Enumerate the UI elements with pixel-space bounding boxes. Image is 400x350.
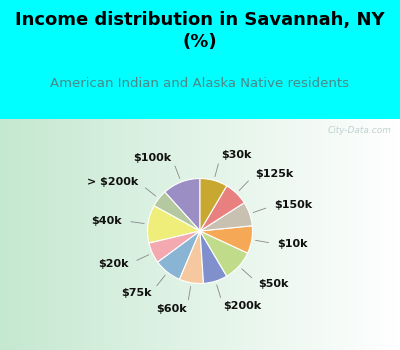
Text: American Indian and Alaska Native residents: American Indian and Alaska Native reside… xyxy=(50,77,350,90)
Text: $150k: $150k xyxy=(274,200,312,210)
Text: $10k: $10k xyxy=(278,239,308,249)
Text: $100k: $100k xyxy=(134,153,172,162)
Wedge shape xyxy=(148,206,200,243)
Wedge shape xyxy=(158,231,200,279)
Wedge shape xyxy=(200,178,227,231)
Text: $75k: $75k xyxy=(121,288,151,298)
Text: > $200k: > $200k xyxy=(87,177,138,187)
Wedge shape xyxy=(200,186,244,231)
Wedge shape xyxy=(200,203,252,231)
Wedge shape xyxy=(149,231,200,262)
Text: Income distribution in Savannah, NY
(%): Income distribution in Savannah, NY (%) xyxy=(15,10,385,51)
Text: $50k: $50k xyxy=(258,279,289,289)
Text: $200k: $200k xyxy=(223,301,262,311)
Wedge shape xyxy=(200,231,248,276)
Wedge shape xyxy=(180,231,204,284)
Wedge shape xyxy=(154,192,200,231)
Text: $20k: $20k xyxy=(98,259,128,269)
Text: $30k: $30k xyxy=(221,150,251,160)
Text: $40k: $40k xyxy=(91,216,122,225)
Wedge shape xyxy=(200,231,227,284)
Text: City-Data.com: City-Data.com xyxy=(328,126,392,135)
Text: $125k: $125k xyxy=(255,169,293,180)
Wedge shape xyxy=(200,226,252,253)
Text: $60k: $60k xyxy=(156,304,187,314)
Wedge shape xyxy=(165,178,200,231)
